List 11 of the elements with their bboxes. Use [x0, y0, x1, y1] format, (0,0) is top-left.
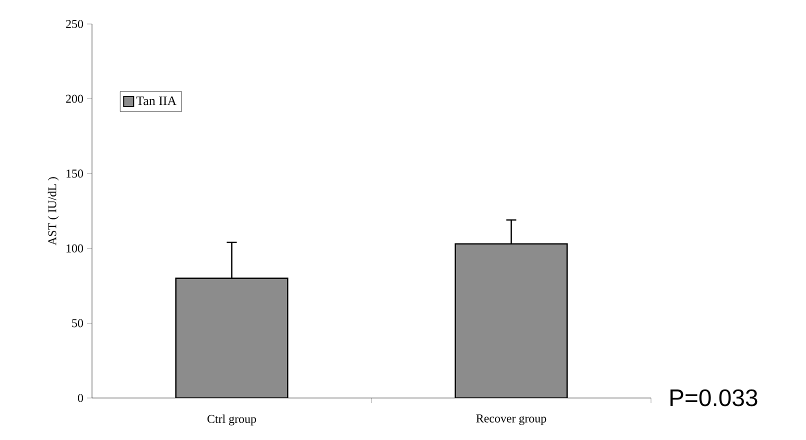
y-tick-label: 200 — [66, 94, 84, 103]
text: P=0.033 — [670, 389, 758, 406]
x-tick-label: Recover group — [476, 414, 546, 425]
y-tick-label: 50 — [72, 319, 84, 328]
y-tick-label: 150 — [66, 170, 84, 178]
y-axis-title: AST ( IU/dL ) — [48, 177, 59, 246]
y-tick-label: 250 — [66, 20, 84, 28]
y-tick-label: 100 — [66, 244, 84, 252]
legend-label: Tan IIA — [136, 96, 177, 106]
x-tick-label: Ctrl group — [207, 414, 256, 426]
y-tick-label: 0 — [78, 394, 84, 402]
